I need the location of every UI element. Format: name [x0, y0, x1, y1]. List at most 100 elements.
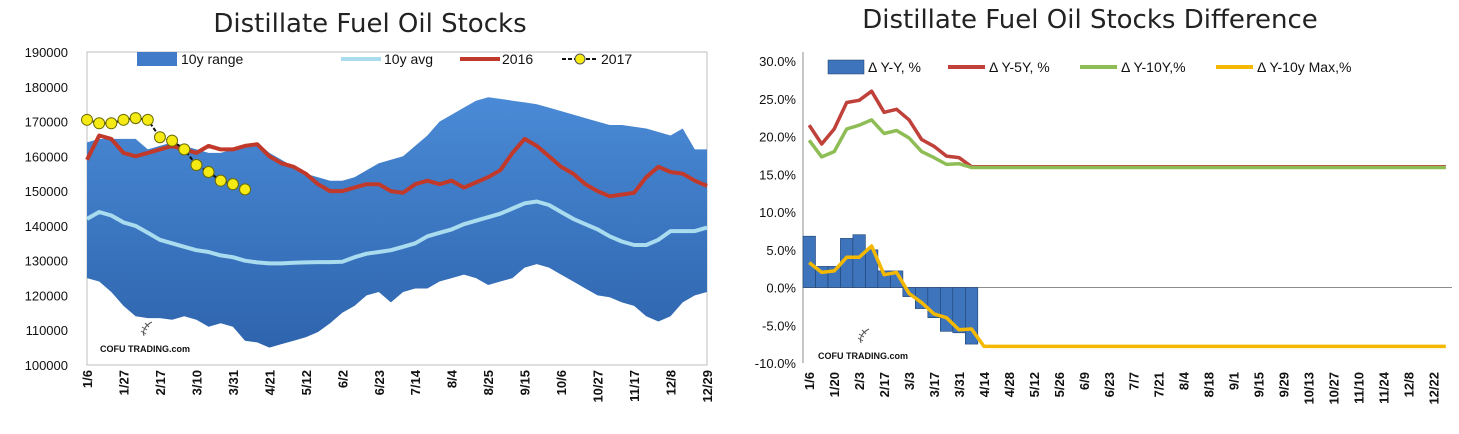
x-tick-label: 4/28 [1002, 372, 1017, 397]
y-tick-label: 150000 [25, 184, 68, 199]
legend: 10y range 10y avg 2016 2017 [137, 51, 632, 67]
x-tick-label: 2/17 [153, 370, 168, 395]
x-tick-label: 10/27 [591, 370, 606, 403]
x-tick-label: 5/12 [1027, 372, 1042, 397]
y-tick-label: 10.0% [759, 205, 796, 220]
series-2017-point [153, 131, 166, 144]
series-2017-point [239, 183, 252, 196]
x-tick-label: 1/6 [802, 372, 817, 390]
logo-text: COFU TRADING.com [100, 344, 190, 354]
bar-yy [802, 235, 816, 288]
x-tick-label: 3/31 [952, 372, 967, 397]
x-tick-label: 6/23 [372, 370, 387, 395]
x-tick-label: 2/17 [877, 372, 892, 397]
x-tick-label: 8/25 [481, 370, 496, 395]
x-tick-label: 9/29 [1277, 372, 1292, 397]
series-2017-point [81, 113, 93, 126]
x-tick-label: 7/14 [408, 369, 423, 395]
x-tick-label: 3/3 [902, 372, 917, 390]
x-tick-label: 11/24 [1376, 371, 1391, 404]
x-tick-label: 4/21 [262, 370, 277, 395]
y-tick-label: 160000 [25, 149, 68, 164]
x-tick-label: 8/4 [445, 369, 460, 388]
series-2017-point [93, 117, 106, 130]
series-line-2016 [85, 133, 708, 199]
x-tick-label: 7/7 [1127, 372, 1142, 390]
logo-wheat-icon [140, 321, 153, 337]
x-axis-ticks: 1/6 1/20 2/3 2/17 3/3 3/17 3/31 4/14 4/28 5/12 5/2… [802, 371, 1441, 404]
watermark-logo: COFU TRADING.com [100, 321, 190, 354]
x-tick-label: 12/8 [664, 370, 679, 395]
bar-yy [852, 234, 866, 288]
x-tick-label: 7/21 [1152, 372, 1167, 397]
x-tick-label: 12/8 [1401, 372, 1416, 397]
x-tick-label: 10/13 [1301, 372, 1316, 405]
series-line-y5 [807, 89, 1446, 169]
difference-chart-panel: Distillate Fuel Oil Stocks Difference -1… [730, 0, 1459, 434]
legend-label-avg: 10y avg [384, 51, 433, 67]
x-tick-label: 9/15 [1252, 372, 1267, 397]
y-tick-label: 0.0% [766, 281, 796, 296]
series-2017-markers [81, 112, 252, 196]
difference-chart: Distillate Fuel Oil Stocks Difference -1… [755, 5, 1452, 405]
x-tick-label: 6/9 [1077, 372, 1092, 390]
series-2017-point [214, 174, 227, 187]
x-tick-label: 5/12 [299, 370, 314, 395]
y-tick-label: 190000 [25, 45, 68, 60]
legend-label-2017: 2017 [601, 51, 632, 67]
series-line-10y-avg [86, 199, 708, 266]
y-tick-label: 180000 [25, 80, 68, 95]
series-lines [807, 89, 1446, 349]
x-tick-label: 6/2 [335, 370, 350, 388]
series-2017-point [178, 143, 191, 156]
series-2017-point [129, 112, 142, 125]
stocks-chart: Distillate Fuel Oil Stocks 1000001100001… [25, 9, 715, 403]
x-tick-label: 11/10 [1351, 372, 1366, 404]
x-tick-label: 11/17 [627, 370, 642, 402]
x-tick-label: 3/10 [189, 370, 204, 395]
x-tick-label: 9/1 [1227, 372, 1242, 390]
legend-swatch-range [137, 52, 177, 66]
x-tick-label: 9/15 [518, 370, 533, 395]
y-axis-ticks: -10.0% -5.0% 0.0% 5.0% 10.0% 15.0% 20.0% 25.0% 3… [755, 54, 797, 371]
y-tick-label: 100000 [25, 358, 68, 373]
x-tick-label: 1/6 [80, 370, 95, 388]
x-axis-ticks: 1/6 1/27 2/17 3/10 3/31 4/21 5/12 6/2 6/23 7/14 8/… [80, 369, 715, 402]
x-tick-label: 1/20 [827, 372, 842, 397]
legend-label-10y: Δ Y-10Y,% [1121, 59, 1186, 75]
y-axis-ticks: 100000 110000 120000 130000 140000 150000 1600… [25, 45, 68, 373]
x-tick-label: 12/22 [1426, 372, 1441, 405]
series-2017-point [105, 117, 118, 130]
series-2017-point [226, 178, 239, 191]
legend-label-yy: Δ Y-Y, % [868, 59, 921, 75]
stocks-chart-panel: Distillate Fuel Oil Stocks 100000 110000 1… [25, 9, 715, 403]
x-tick-label: 8/4 [1177, 371, 1192, 390]
y-tick-label: 25.0% [759, 92, 796, 107]
y-tick-label: 130000 [25, 254, 68, 269]
bars-yy [802, 234, 979, 345]
y-tick-label: 30.0% [759, 54, 796, 69]
chart-title: Distillate Fuel Oil Stocks [213, 9, 526, 39]
legend: Δ Y-Y, % Δ Y-5Y, % Δ Y-10Y,% Δ Y-10y Max… [827, 59, 1351, 75]
series-2017-point [166, 134, 179, 147]
series-2017-point [141, 113, 154, 126]
x-tick-label: 6/23 [1102, 372, 1117, 397]
watermark-logo: COFU TRADING.com [818, 328, 908, 361]
legend-swatch-yy [827, 59, 865, 75]
y-tick-label: 110000 [26, 323, 68, 338]
x-tick-label: 12/29 [700, 370, 715, 403]
y-tick-label: 20.0% [759, 130, 796, 145]
x-tick-label: 8/18 [1202, 372, 1217, 397]
series-2017-point [117, 113, 130, 126]
bar-yy [940, 287, 954, 332]
series-2017-point [202, 165, 215, 178]
logo-wheat-icon [857, 328, 870, 344]
series-line-y10 [807, 118, 1446, 170]
y-tick-label: 140000 [25, 219, 68, 234]
y-tick-label: 120000 [25, 288, 68, 303]
x-tick-label: 3/31 [226, 370, 241, 395]
legend-marker-2017 [574, 53, 586, 65]
x-tick-label: 4/14 [977, 371, 992, 397]
series-line-ymax [808, 244, 1446, 349]
legend-label-2016: 2016 [502, 51, 533, 67]
